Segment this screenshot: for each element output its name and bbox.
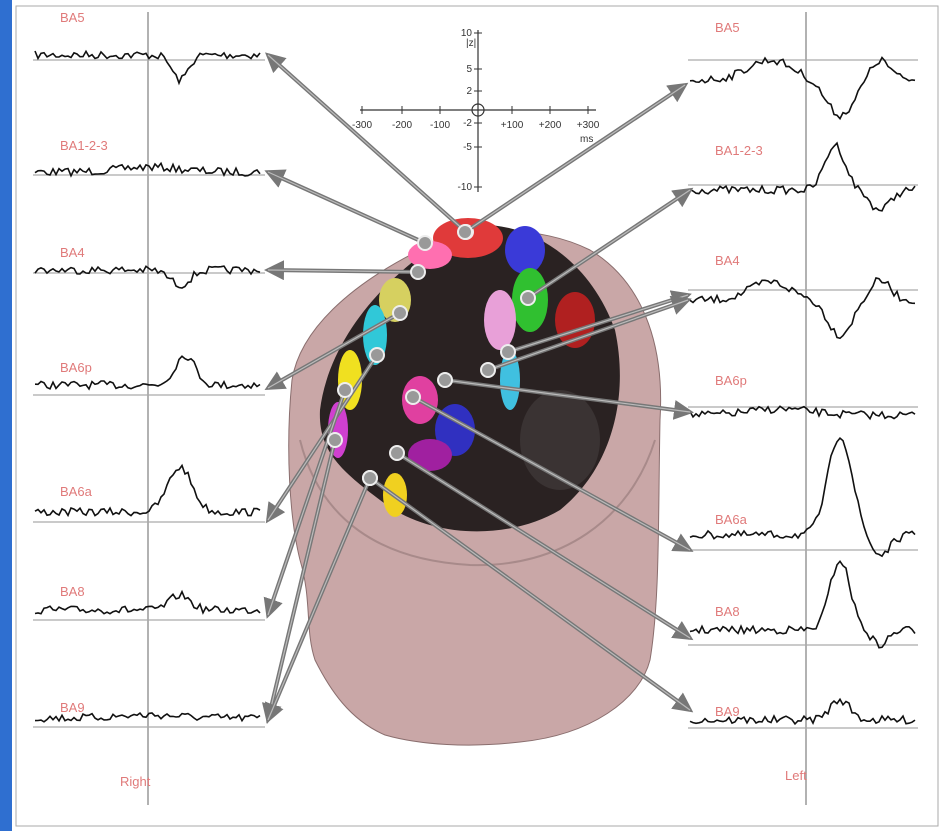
y-tick-label: 5 <box>466 64 472 75</box>
trace-label: BA4 <box>715 253 740 268</box>
x-tick-label: -300 <box>352 120 372 131</box>
region-marker <box>438 373 452 387</box>
region-marker <box>406 390 420 404</box>
trace-label: BA5 <box>60 10 85 25</box>
x-tick-label: +200 <box>539 120 562 131</box>
trace-label: BA6a <box>60 484 93 499</box>
y-tick-label: -2 <box>463 118 472 129</box>
left-edge <box>0 0 12 831</box>
side-label: Right <box>120 774 151 789</box>
trace-label: BA1-2-3 <box>60 138 108 153</box>
trace-label: BA9 <box>60 700 85 715</box>
region-marker <box>363 471 377 485</box>
trace-label: BA1-2-3 <box>715 143 763 158</box>
x-tick-label: +100 <box>501 120 524 131</box>
region-marker <box>328 433 342 447</box>
region-marker <box>338 383 352 397</box>
y-tick-label: 10 <box>461 28 473 39</box>
trace-label: BA8 <box>715 604 740 619</box>
trace-label: BA4 <box>60 245 85 260</box>
trace-label: BA6a <box>715 512 748 527</box>
page: {"axis_inset": {"y_label": "|z|", "y_tic… <box>0 0 943 831</box>
region-marker <box>501 345 515 359</box>
y-tick-label: 2 <box>466 86 472 97</box>
side-label: Left <box>785 768 807 783</box>
region-marker <box>411 265 425 279</box>
x-unit: ms <box>580 134 593 145</box>
figure: |z| ms BA5 BA1-2-3 BA4 BA6p BA6a BA8 BA9 BA5 BA1… <box>0 0 943 831</box>
x-tick-label: +300 <box>577 120 600 131</box>
trace-label: BA6p <box>715 373 747 388</box>
region-marker <box>390 446 404 460</box>
trace-label: BA6p <box>60 360 92 375</box>
x-tick-label: -100 <box>430 120 450 131</box>
region-marker <box>418 236 432 250</box>
trace-label: BA5 <box>715 20 740 35</box>
region-marker <box>481 363 495 377</box>
y-tick-label: -5 <box>463 142 472 153</box>
y-axis-label: |z| <box>466 38 476 49</box>
trace-label: BA8 <box>60 584 85 599</box>
x-tick-label: -200 <box>392 120 412 131</box>
trace-label: BA9 <box>715 704 740 719</box>
y-tick-label: -10 <box>458 182 473 193</box>
region-marker <box>458 225 472 239</box>
region-marker <box>370 348 384 362</box>
region-marker <box>521 291 535 305</box>
region-marker <box>393 306 407 320</box>
